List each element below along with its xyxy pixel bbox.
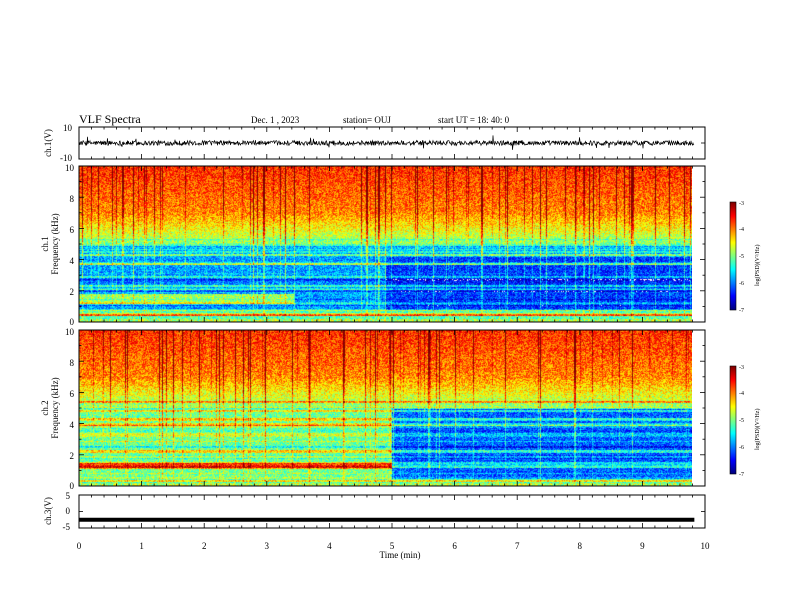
ch3-wave-ytick: -5: [63, 522, 71, 532]
colorbar-tick-label: -5: [739, 254, 744, 260]
ch3-wave-ytick: 0: [66, 506, 71, 516]
colorbar-tick-label: -7: [739, 472, 744, 478]
ch2-spec-ytick: 6: [70, 389, 75, 399]
ch3-wave-ytick: 5: [66, 491, 71, 501]
colorbar-tick-label: -3: [739, 365, 744, 371]
ch1-colorbar-labels: -3 -4 -5 -6 -7 log(PSD)(V²/Hz): [739, 201, 761, 314]
ch1-spec-ytick: 4: [70, 256, 75, 266]
x-tick-label: 2: [202, 541, 207, 551]
date-label: Dec. 1 , 2023: [251, 115, 300, 125]
ch2-spec-ytick: 0: [70, 481, 75, 491]
y-tick-labels: 10 -10 0 2 4 6 8 10 0 2 4 6 8 10 5 0 -5: [60, 123, 75, 532]
colorbar-tick-label: -7: [739, 308, 744, 314]
colorbar-tick-label: -3: [739, 201, 744, 207]
start-time-label: start UT = 18: 40: 0: [438, 115, 510, 125]
colorbar-tick-label: -4: [739, 227, 744, 233]
x-tick-label: 9: [640, 541, 645, 551]
ch1-spec-ytick: 8: [70, 194, 75, 204]
ch2-colorbar-labels: -3 -4 -5 -6 -7 log(PSD)(V²/Hz): [739, 365, 761, 478]
x-tick-label: 8: [578, 541, 583, 551]
colorbar-axis-label: log(PSD)(V²/Hz): [754, 409, 761, 450]
x-axis-title: Time (min): [380, 550, 421, 560]
ch2-spec-ytick: 2: [70, 451, 75, 461]
x-tick-label: 6: [452, 541, 457, 551]
colorbar-axis-label: log(PSD)(V²/Hz): [754, 245, 761, 286]
colorbar-tick-label: -4: [739, 391, 744, 397]
ch2-colorbar: [730, 366, 736, 474]
ch1-spec-ytick: 2: [70, 287, 75, 297]
x-tick-label: 7: [515, 541, 520, 551]
ch1-spectrogram-image: [79, 166, 692, 322]
axis-ticks: [78, 126, 737, 529]
x-tick-label: 5: [390, 541, 395, 551]
ch1-spec-ylabel-2: Frequency (kHz): [50, 213, 60, 274]
colorbar-frame: [729, 201, 737, 311]
ch2-spec-ytick: 8: [70, 358, 75, 368]
ch2-spectrogram-image: [79, 330, 692, 486]
station-label: station= OUJ: [343, 115, 391, 125]
x-tick-label: 3: [265, 541, 270, 551]
x-tick-label: 0: [77, 541, 82, 551]
x-tick-label: 1: [139, 541, 144, 551]
x-tick-labels: 0 1 2 3 4 5 6 7 8 9 10: [77, 541, 710, 551]
colorbar-tick-label: -6: [739, 281, 744, 287]
ch1-wave-ytick: -10: [60, 153, 72, 163]
colorbar-tick-label: -6: [739, 445, 744, 451]
x-tick-label: 10: [701, 541, 711, 551]
ch3-waveform-trace: [79, 517, 695, 522]
y-axis-titles: ch.1(V) ch.1 Frequency (kHz) ch.2 Freque…: [40, 129, 60, 525]
ch2-spec-ytick: 4: [70, 420, 75, 430]
ch1-wave-ylabel: ch.1(V): [43, 129, 53, 157]
ch1-colorbar: [730, 202, 736, 310]
ch1-spec-ytick: 0: [70, 317, 75, 327]
colorbar-frame: [729, 365, 737, 475]
figure-title: VLF Spectra: [79, 112, 141, 126]
ch2-spec-ylabel-2: Frequency (kHz): [50, 377, 60, 438]
ch1-spec-ytick: 6: [70, 225, 75, 235]
ch1-spec-ytick: 10: [65, 163, 75, 173]
ch3-wave-ylabel: ch.3(V): [43, 497, 53, 525]
ch2-spec-ytick: 10: [65, 327, 75, 337]
ch1-waveform-trace: [78, 135, 695, 150]
x-tick-label: 4: [327, 541, 332, 551]
ch1-spec-ylabel-1: ch.1: [40, 236, 50, 251]
ch2-spec-ylabel-1: ch.2: [40, 400, 50, 415]
ch1-wave-ytick: 10: [63, 123, 73, 133]
colorbar-tick-label: -5: [739, 418, 744, 424]
